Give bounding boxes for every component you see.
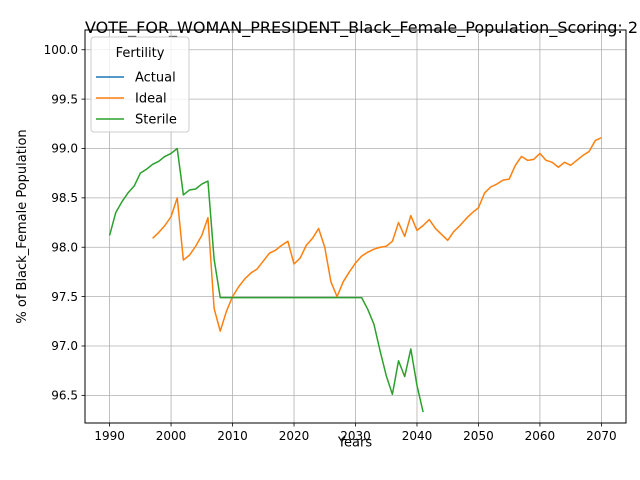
y-tick-label: 97.5 (51, 290, 78, 304)
legend-label-actual: Actual (135, 71, 176, 86)
y-axis-ticks: 96.5 97.0 97.5 98.0 98.5 99.0 99.5 100.0 (44, 43, 85, 403)
x-tick-label: 2040 (402, 429, 433, 443)
x-tick-label: 2020 (279, 429, 310, 443)
series-lines (108, 136, 602, 413)
y-tick-label: 99.5 (51, 92, 78, 106)
x-tick-label: 1990 (94, 429, 125, 443)
series-line-ideal (152, 136, 602, 332)
y-tick-label: 98.0 (51, 240, 78, 254)
y-tick-label: 98.5 (51, 191, 78, 205)
x-axis-label: Years (337, 435, 373, 450)
x-axis-ticks: 1990 2000 2010 2020 2030 2040 2050 2060 2070 (94, 423, 617, 443)
y-tick-label: 100.0 (44, 43, 78, 57)
legend: Fertility Actual Ideal Sterile (90, 36, 190, 133)
y-tick-label: 99.0 (51, 142, 78, 156)
x-tick-label: 2060 (525, 429, 556, 443)
legend-label-ideal: Ideal (135, 92, 167, 107)
y-tick-label: 96.5 (51, 389, 78, 403)
legend-box (90, 36, 190, 133)
legend-items: Actual Ideal Sterile (96, 71, 177, 128)
legend-title: Fertility (116, 46, 165, 61)
x-tick-label: 2000 (156, 429, 187, 443)
x-tick-label: 2010 (217, 429, 248, 443)
x-tick-label: 2030 (340, 429, 371, 443)
x-tick-label: 2050 (463, 429, 494, 443)
x-tick-label: 2070 (586, 429, 617, 443)
chart-title: VOTE_FOR_WOMAN_PRESIDENT_Black_Female_Po… (85, 18, 638, 38)
y-tick-label: 97.0 (51, 339, 78, 353)
legend-label-sterile: Sterile (135, 113, 177, 128)
series-line-sterile (108, 147, 424, 413)
y-axis-label: % of Black_Female Population (15, 129, 30, 323)
grid-lines (85, 30, 626, 423)
